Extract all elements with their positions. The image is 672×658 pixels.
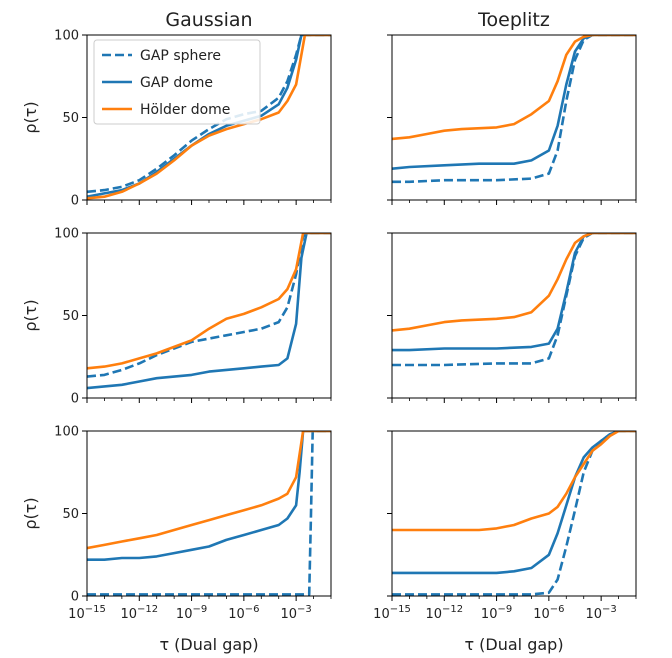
series-line-h-lder-dome (87, 431, 331, 550)
y-tick-label: 50 (62, 111, 79, 126)
panel-row2-gaussian: 0 50 100 (54, 227, 332, 407)
y-tick-label: 0 (71, 194, 79, 209)
y-tick-label: 100 (54, 29, 79, 44)
y-axis-label: ρ(τ) (21, 299, 40, 331)
series-line-h-lder-dome (392, 233, 636, 332)
panel-row3-gaussian: 0 50 100 10−15 10−12 10−9 10−6 10−3 (54, 425, 332, 622)
axes-frame (86, 232, 332, 399)
x-tick-label: 10−3 (585, 604, 616, 622)
x-tick-label: 10−9 (176, 604, 207, 622)
x-tick-label: 10−3 (280, 604, 311, 622)
x-tick-label: 10−12 (425, 604, 463, 622)
column-title-gaussian: Gaussian (165, 9, 252, 31)
y-tick-label: 0 (71, 590, 79, 605)
panel-row1-toeplitz (387, 34, 637, 205)
axes-frame (86, 430, 332, 597)
y-axis-label: ρ(τ) (21, 497, 40, 529)
panel-row3-toeplitz: 10−15 10−12 10−9 10−6 10−3 (373, 430, 637, 622)
legend-label: GAP sphere (140, 48, 221, 64)
x-tick-label: 10−9 (481, 604, 512, 622)
panels-group: ρ(τ) ρ(τ) ρ(τ) τ (Dual gap) τ (Dual gap) 0 50 1… (21, 29, 637, 654)
y-tick-label: 100 (54, 227, 79, 242)
y-tick-label: 100 (54, 425, 79, 440)
legend-label: Hölder dome (140, 102, 230, 118)
y-tick-label: 0 (71, 392, 79, 407)
legend: GAP sphere GAP dome Hölder dome (93, 39, 261, 125)
series-line-h-lder-dome (392, 35, 636, 141)
series-line-h-lder-dome (392, 431, 636, 532)
axes-frame (391, 232, 637, 399)
series-line-gap-dome (87, 431, 331, 562)
series-line-h-lder-dome (87, 35, 331, 200)
column-title-toeplitz: Toeplitz (477, 9, 550, 31)
y-tick-label: 50 (62, 507, 79, 522)
x-axis-label: τ (Dual gap) (464, 635, 563, 654)
axes-frame (391, 34, 637, 201)
series-line-gap-dome (392, 431, 636, 575)
legend-box (93, 39, 261, 125)
x-axis-label: τ (Dual gap) (159, 635, 258, 654)
series-line-h-lder-dome (87, 233, 331, 370)
x-tick-label: 10−15 (373, 604, 411, 622)
series-line-gap-sphere (87, 431, 331, 596)
y-tick-label: 50 (62, 309, 79, 324)
panel-row2-toeplitz (387, 232, 637, 403)
y-axis-label: ρ(τ) (21, 101, 40, 133)
series-line-gap-sphere (392, 431, 636, 596)
legend-label: GAP dome (140, 75, 213, 91)
series-line-gap-sphere (392, 233, 636, 367)
series-line-gap-sphere (392, 35, 636, 184)
x-tick-label: 10−6 (533, 604, 564, 622)
series-line-gap-dome (87, 233, 331, 390)
x-tick-label: 10−15 (68, 604, 106, 622)
series-line-gap-dome (392, 233, 636, 352)
series-line-gap-sphere (87, 233, 331, 378)
x-tick-label: 10−12 (120, 604, 158, 622)
series-line-gap-dome (392, 35, 636, 170)
x-tick-label: 10−6 (228, 604, 259, 622)
